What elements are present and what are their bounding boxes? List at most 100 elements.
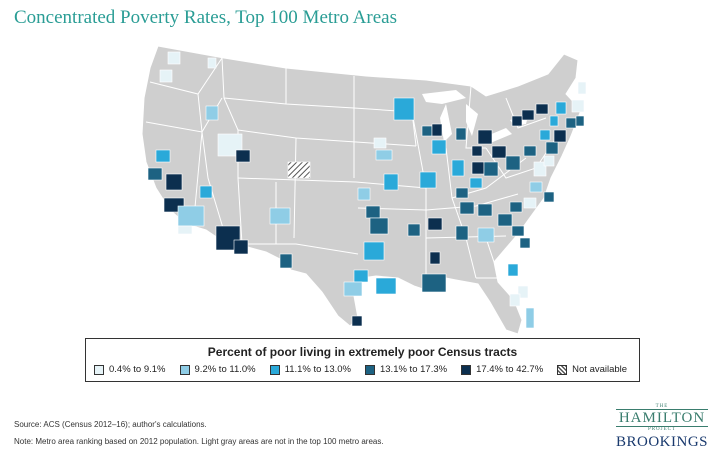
footnote: Note: Metro area ranking based on 2012 p… [14, 437, 384, 446]
logo-project: PROJECT [647, 427, 677, 432]
metro-detroit [477, 129, 493, 145]
metro-little-rock [407, 223, 421, 237]
metro-houston [375, 277, 397, 295]
source-note: Source: ACS (Census 2012–16); author's c… [14, 420, 207, 429]
metro-riverside [177, 205, 205, 227]
logo-brookings: BROOKINGS [615, 434, 708, 450]
metro-portland [159, 69, 173, 83]
legend-item-6: Not available [557, 364, 627, 375]
metro-san-antonio [343, 281, 363, 297]
metro-jackson [429, 251, 441, 265]
metro-austin [353, 269, 369, 283]
metro-areas [147, 51, 587, 329]
metro-sf [147, 167, 163, 181]
metro-minneapolis [393, 97, 415, 121]
metro-cincinnati [469, 177, 483, 189]
metro-virginia-beach [543, 191, 555, 203]
metro-louisville [455, 187, 469, 199]
metro-ogden [235, 149, 251, 163]
metro-dc [533, 161, 547, 177]
legend-label-4: 13.1% to 17.3% [379, 364, 448, 375]
metro-knoxville [477, 203, 493, 217]
map-title: Concentrated Poverty Rates, Top 100 Metr… [14, 7, 397, 28]
legend-label-6: Not available [572, 364, 628, 375]
metro-new-york [553, 129, 567, 143]
hamilton-brookings-logo: THE HAMILTON PROJECT BROOKINGS [610, 404, 714, 451]
metro-hartford [565, 117, 577, 129]
metro-fresno [165, 173, 183, 191]
map-legend: Percent of poor living in extremely poor… [85, 338, 640, 382]
metro-cleveland [491, 145, 507, 159]
metro-allentown [539, 129, 551, 141]
metro-indianapolis [451, 159, 465, 177]
metro-charlotte [497, 213, 513, 227]
metro-new-orleans [421, 273, 447, 293]
metro-syracuse [535, 103, 549, 115]
metro-albuquerque [269, 207, 291, 225]
metro-st-louis [419, 171, 437, 189]
metro-grand-rapids [455, 127, 467, 141]
metro-miami [525, 307, 535, 329]
metro-san-diego [177, 225, 193, 235]
metro-kansas-city [383, 173, 399, 191]
legend-item-5: 17.4% to 42.7% [461, 364, 543, 375]
metro-baltimore [543, 155, 555, 167]
metro-seattle [167, 51, 181, 65]
us-map [126, 38, 596, 338]
metro-dayton [471, 161, 485, 175]
metro-chicago [431, 139, 447, 155]
metro-jacksonville [507, 263, 519, 277]
legend-label-3: 11.1% to 13.0% [284, 364, 351, 375]
metro-tucson [233, 239, 249, 255]
legend-swatch-4 [364, 364, 375, 375]
metro-atlanta [477, 227, 495, 243]
metro-des-moines [373, 137, 387, 149]
legend-item-1: 0.4% to 9.1% [94, 364, 166, 375]
legend-swatch-hatched [557, 364, 568, 375]
logo-the: THE [655, 404, 669, 409]
legend-title: Percent of poor living in extremely poor… [207, 345, 518, 359]
metro-nashville [459, 201, 475, 215]
metro-rochester [521, 109, 535, 121]
metro-greensboro [509, 201, 523, 213]
logo-hamilton: HAMILTON [616, 409, 708, 427]
legend-label-2: 9.2% to 11.0% [194, 364, 256, 375]
metro-philadelphia [545, 141, 559, 155]
metro-mcallen [351, 315, 363, 327]
legend-item-4: 13.1% to 17.3% [364, 364, 448, 375]
metro-boston [571, 99, 585, 113]
metro-portland-me [577, 81, 587, 95]
legend-item-3: 11.1% to 13.0% [269, 364, 351, 375]
metro-boise [205, 105, 219, 121]
metro-richmond [529, 181, 543, 193]
legend-swatch-2 [179, 364, 190, 375]
legend-swatch-3 [269, 364, 280, 375]
metro-harrisburg [523, 145, 537, 157]
metro-albany [555, 101, 567, 115]
metro-memphis [427, 217, 443, 231]
metro-providence [575, 115, 585, 127]
metro-las-vegas [199, 185, 213, 199]
metro-sacramento [155, 149, 171, 163]
metro-tulsa [365, 205, 381, 219]
metro-buffalo [511, 115, 523, 127]
legend-swatch-1 [94, 364, 104, 375]
metro-spokane [207, 57, 217, 69]
metro-madison [421, 125, 433, 137]
legend-swatch-5 [461, 364, 472, 375]
metro-orlando [517, 285, 529, 299]
legend-label-1: 0.4% to 9.1% [109, 364, 166, 375]
colorado-not-available [287, 161, 311, 179]
metro-wichita [357, 187, 371, 201]
metro-columbia [511, 225, 525, 237]
metro-charleston [519, 237, 531, 249]
metro-birmingham [455, 225, 469, 241]
metro-toledo [471, 145, 483, 157]
metro-dallas [363, 241, 385, 261]
metro-omaha [375, 149, 393, 161]
metro-scranton [549, 115, 559, 127]
legend-label-5: 17.4% to 42.7% [476, 364, 544, 375]
legend-items: 0.4% to 9.1% 9.2% to 11.0% 11.1% to 13.0… [94, 364, 627, 375]
metro-columbus [483, 161, 499, 177]
metro-okc [369, 217, 389, 235]
